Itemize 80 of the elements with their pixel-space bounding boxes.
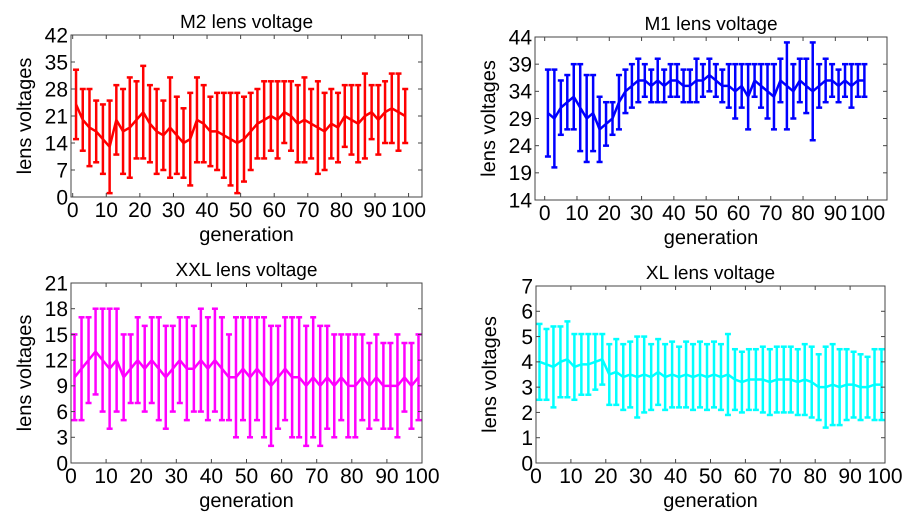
x-tick-label: 100	[391, 199, 426, 222]
x-tick-label: 70	[305, 465, 328, 488]
x-tick-label: 40	[200, 465, 224, 488]
y-axis-title: lens voltages	[478, 60, 500, 177]
x-tick-label: 60	[270, 465, 294, 488]
x-axis-title: generation	[199, 490, 294, 512]
x-tick-label: 60	[726, 202, 750, 225]
x-axis-title: generation	[199, 224, 294, 246]
x-tick-label: 20	[594, 465, 618, 488]
x-tick-label: 90	[838, 465, 862, 488]
y-tick-label: 14	[508, 189, 532, 212]
y-tick-label: 1	[521, 427, 533, 450]
y-tick-label: 19	[508, 162, 532, 186]
y-axis-title: lens voltages	[14, 314, 36, 432]
y-tick-label: 6	[521, 300, 533, 324]
y-tick-label: 39	[508, 54, 532, 77]
x-tick-label: 100	[850, 202, 886, 225]
chart-title: XL lens voltage	[646, 263, 776, 284]
x-tick-label: 30	[162, 199, 186, 222]
y-tick-label: 2	[521, 402, 533, 425]
x-tick-label: 30	[164, 465, 188, 488]
y-tick-label: 42	[44, 24, 68, 48]
y-tick-label: 3	[56, 426, 68, 450]
y-tick-label: 6	[56, 400, 68, 424]
x-tick-label: 90	[375, 465, 399, 488]
y-tick-label: 7	[521, 275, 533, 298]
x-tick-label: 80	[791, 202, 815, 225]
y-tick-label: 44	[508, 26, 532, 50]
y-tick-label: 3	[521, 376, 533, 400]
x-tick-label: 80	[330, 199, 354, 222]
x-tick-label: 10	[94, 199, 118, 222]
y-tick-label: 34	[508, 80, 532, 104]
x-tick-label: 30	[630, 202, 654, 225]
x-tick-label: 90	[363, 199, 387, 222]
x-tick-label: 40	[664, 465, 688, 488]
x-tick-label: 80	[804, 465, 827, 488]
x-tick-label: 80	[340, 465, 364, 488]
y-tick-label: 35	[44, 51, 68, 74]
x-tick-label: 70	[759, 202, 782, 225]
x-tick-label: 70	[768, 465, 792, 488]
x-tick-label: 20	[128, 199, 152, 222]
y-tick-label: 15	[44, 324, 68, 347]
x-tick-label: 100	[867, 465, 903, 488]
x-tick-label: 40	[662, 202, 686, 225]
x-tick-label: 10	[565, 202, 589, 225]
chart-title: M2 lens voltage	[180, 12, 314, 33]
y-axis-title: lens voltages	[14, 58, 36, 174]
y-tick-label: 24	[508, 135, 532, 158]
y-tick-label: 9	[56, 375, 68, 398]
x-tick-label: 50	[698, 465, 722, 488]
y-tick-label: 14	[44, 132, 68, 156]
x-tick-label: 50	[234, 465, 258, 488]
x-tick-label: 60	[734, 465, 758, 488]
chart-title: M1 lens voltage	[644, 14, 778, 35]
x-tick-label: 50	[694, 202, 718, 225]
chart-title: XXL lens voltage	[176, 260, 318, 281]
x-tick-label: 70	[296, 199, 320, 222]
y-tick-label: 4	[521, 351, 534, 374]
x-tick-label: 30	[629, 465, 652, 488]
y-tick-label: 12	[44, 349, 68, 372]
x-tick-label: 60	[262, 199, 286, 222]
x-tick-label: 20	[130, 465, 153, 488]
y-tick-label: 21	[44, 272, 68, 296]
y-tick-label: 18	[44, 298, 68, 322]
x-tick-label: 40	[195, 199, 219, 222]
x-axis-title: generation	[663, 490, 758, 512]
x-tick-label: 90	[824, 202, 848, 225]
x-tick-label: 10	[559, 465, 583, 488]
x-tick-label: 50	[228, 199, 252, 222]
y-tick-label: 28	[44, 78, 68, 102]
y-tick-label: 21	[44, 105, 68, 128]
y-tick-label: 5	[521, 326, 533, 349]
x-tick-label: 20	[598, 202, 621, 225]
x-axis-title: generation	[664, 227, 758, 249]
y-tick-label: 7	[56, 159, 68, 182]
y-axis-title: lens voltages	[479, 316, 501, 433]
y-tick-label: 29	[508, 108, 532, 131]
x-tick-label: 10	[94, 465, 118, 488]
x-tick-label: 100	[404, 465, 440, 488]
x-tick-label: 0	[538, 202, 551, 225]
